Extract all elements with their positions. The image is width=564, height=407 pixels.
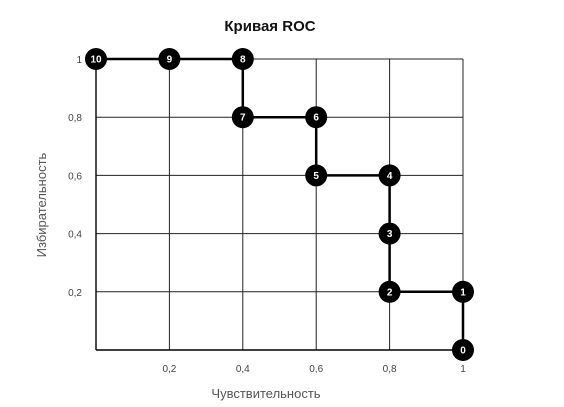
roc-point-6: 6 bbox=[305, 106, 328, 129]
roc-point-marker bbox=[85, 48, 107, 70]
roc-curve bbox=[96, 57, 465, 350]
roc-point-7: 7 bbox=[231, 106, 254, 129]
roc-point-label: 10 bbox=[90, 55, 102, 66]
roc-point-label: 2 bbox=[387, 287, 393, 298]
axes bbox=[95, 59, 463, 351]
roc-point-marker bbox=[378, 164, 401, 187]
y-tick-label-1: 0,4 bbox=[68, 230, 82, 241]
roc-point-label: 9 bbox=[167, 55, 173, 66]
roc-point-10: 10 bbox=[85, 48, 107, 70]
roc-point-marker bbox=[378, 222, 401, 245]
y-axis-label: Избирательность bbox=[34, 152, 49, 257]
roc-point-4: 4 bbox=[378, 164, 401, 187]
roc-point-8: 8 bbox=[231, 48, 254, 70]
roc-point-marker bbox=[378, 280, 401, 303]
y-tick-label-4: 1 bbox=[76, 55, 82, 66]
chart-title: Кривая ROC bbox=[224, 18, 315, 35]
x-axis-label: Чувствительность bbox=[211, 386, 320, 401]
roc-point-label: 5 bbox=[313, 171, 319, 182]
y-tick-label-2: 0,6 bbox=[68, 171, 82, 182]
x-tick-label-1: 0,4 bbox=[236, 364, 250, 375]
roc-point-3: 3 bbox=[378, 222, 401, 245]
roc-point-1: 1 bbox=[452, 280, 474, 303]
roc-point-0: 0 bbox=[452, 339, 474, 361]
roc-curve-line bbox=[96, 57, 465, 350]
roc-point-marker bbox=[305, 164, 328, 187]
x-tick-label-3: 0,8 bbox=[383, 364, 397, 375]
roc-point-marker bbox=[158, 48, 181, 70]
roc-point-label: 7 bbox=[240, 113, 246, 124]
roc-point-label: 6 bbox=[313, 113, 319, 124]
roc-point-9: 9 bbox=[158, 48, 181, 70]
roc-point-label: 4 bbox=[387, 171, 393, 182]
grid-lines bbox=[96, 58, 464, 350]
roc-point-5: 5 bbox=[305, 164, 328, 187]
y-tick-label-0: 0,2 bbox=[68, 288, 82, 299]
roc-point-marker bbox=[231, 48, 254, 70]
roc-point-marker bbox=[452, 280, 474, 303]
roc-points: 0 1 2 3 4 5 6 7 8 9 10 bbox=[85, 48, 474, 361]
x-tick-label-0: 0,2 bbox=[162, 364, 176, 375]
x-tick-label-2: 0,6 bbox=[309, 364, 323, 375]
roc-point-label: 8 bbox=[240, 55, 246, 66]
roc-point-label: 3 bbox=[387, 229, 393, 240]
roc-point-marker bbox=[231, 106, 254, 129]
roc-point-marker bbox=[452, 339, 474, 361]
tick-labels: 0,2 0,4 0,6 0,8 1 0,2 0,4 0,6 0,8 1 bbox=[68, 55, 466, 375]
y-tick-label-3: 0,8 bbox=[68, 113, 82, 124]
roc-point-2: 2 bbox=[378, 280, 401, 303]
roc-point-marker bbox=[305, 106, 328, 129]
roc-point-label: 0 bbox=[460, 346, 466, 357]
roc-point-label: 1 bbox=[460, 287, 466, 298]
x-tick-label-4: 1 bbox=[460, 364, 466, 375]
